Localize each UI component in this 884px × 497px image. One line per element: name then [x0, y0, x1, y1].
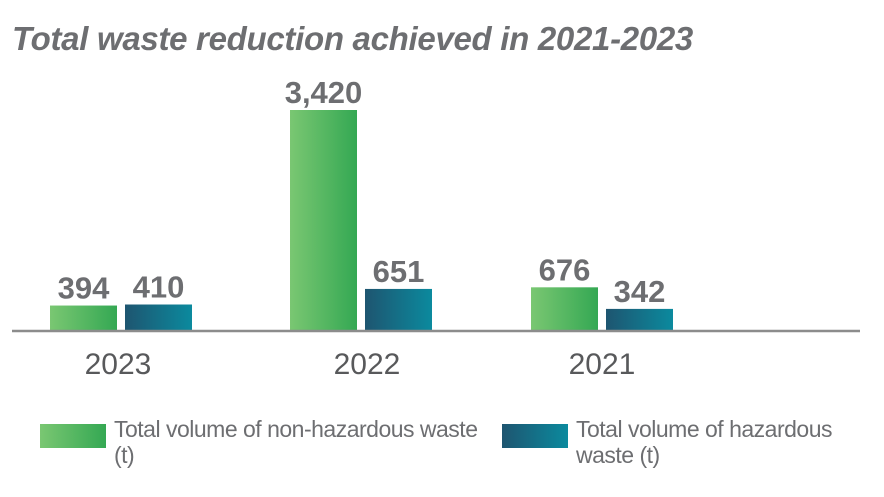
legend-label-hazardous: Total volume of hazardous waste (t): [576, 416, 833, 468]
bar-hazardous-2023: [125, 304, 192, 331]
legend-label-non-hazardous: Total volume of non-hazardous waste (t): [114, 416, 478, 468]
bar-hazardous-2022: [365, 288, 432, 331]
legend-swatch-non-hazardous: [40, 424, 106, 448]
data-label-non-hazardous-2023: 394: [58, 271, 110, 306]
chart-title: Total waste reduction achieved in 2021-2…: [12, 20, 693, 57]
data-label-hazardous-2021: 342: [614, 274, 666, 309]
legend-item-hazardous: Total volume of hazardous waste (t): [502, 416, 846, 468]
bar-non-hazardous-2023: [50, 305, 117, 331]
data-label-non-hazardous-2021: 676: [539, 252, 591, 287]
x-tick-label-2023: 2023: [85, 348, 152, 381]
legend: Total volume of non-hazardous waste (t) …: [40, 416, 846, 468]
data-label-hazardous-2022: 651: [373, 254, 425, 289]
data-label-hazardous-2023: 410: [133, 270, 185, 305]
legend-swatch-hazardous: [502, 424, 568, 448]
x-axis-ticks: 2023 2022 2021: [85, 348, 636, 381]
legend-item-non-hazardous: Total volume of non-hazardous waste (t): [40, 416, 494, 468]
x-tick-label-2022: 2022: [334, 348, 401, 381]
bar-chart: 394 410 3,420 651 676 342 2023 2022 2021: [12, 75, 860, 381]
data-label-non-hazardous-2022: 3,420: [285, 75, 363, 110]
bar-hazardous-2021: [606, 308, 673, 331]
bar-non-hazardous-2022: [290, 110, 357, 331]
x-tick-label-2021: 2021: [569, 348, 636, 381]
bars-group: 394 410 3,420 651 676 342: [50, 75, 673, 331]
bar-non-hazardous-2021: [531, 287, 598, 331]
